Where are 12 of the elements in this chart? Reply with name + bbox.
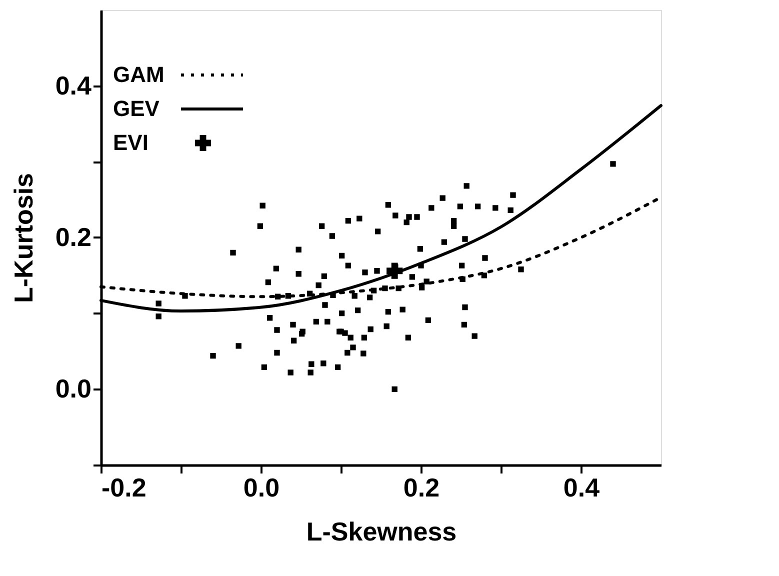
- y-tick-label: 0.2: [55, 222, 92, 252]
- legend-label: GEV: [113, 96, 160, 121]
- y-tick-label: 0.4: [55, 70, 92, 100]
- x-tick-label: 0.0: [243, 472, 280, 502]
- x-tick-label: 0.4: [563, 472, 600, 502]
- x-tick-label: 0.2: [403, 472, 440, 502]
- x-axis-title: L-Skewness: [306, 516, 457, 546]
- x-tick-label: -0.2: [102, 472, 146, 502]
- legend-label: GAM: [113, 62, 164, 87]
- legend-label: EVI: [113, 130, 148, 155]
- y-tick-label: 0.0: [55, 374, 92, 404]
- y-axis-title: L-Kurtosis: [8, 173, 38, 303]
